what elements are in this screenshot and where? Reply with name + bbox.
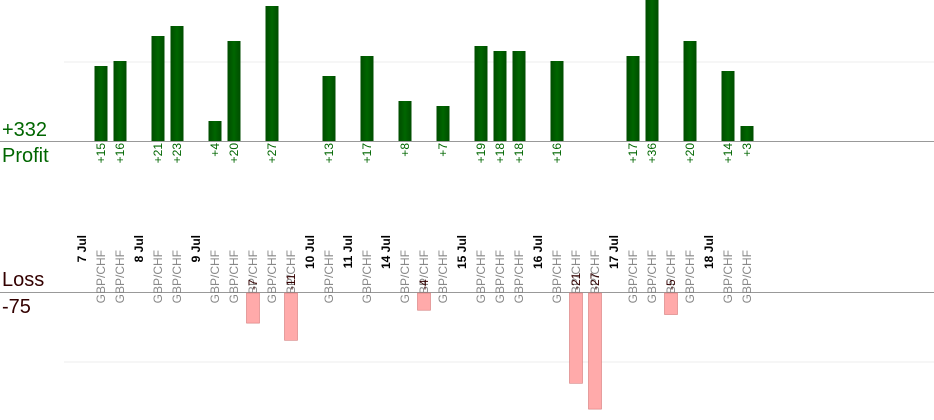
profit-bar [721,71,735,141]
pair-label: GBP/CHF [246,250,260,303]
pair-label: GBP/CHF [645,250,659,303]
profit-value-label: +15 [94,143,108,164]
profit-value-label: +3 [740,143,754,157]
profit-value-label: +16 [550,143,564,164]
pair-label: GBP/CHF [512,250,526,303]
pair-label: GBP/CHF [664,250,678,303]
profit-value-label: +20 [227,143,241,164]
pair-label: GBP/CHF [208,250,222,303]
profit-bar [512,51,526,141]
date-label: 17 Jul [607,235,621,269]
date-label: 15 Jul [455,235,469,269]
profit-bar [683,41,697,141]
profit-value-label: +16 [113,143,127,164]
loss-value-label: -21 [569,272,583,290]
loss-label: Loss [2,269,45,291]
profit-bar [398,101,412,141]
pair-label: GBP/CHF [550,250,564,303]
profit-total: +332 [2,119,48,141]
profit-bar [550,61,564,141]
pair-label: GBP/CHF [588,250,602,303]
pair-label: GBP/CHF [436,250,450,303]
profit-bar [170,26,184,141]
pair-label: GBP/CHF [170,250,184,303]
profit-bar [626,56,640,141]
profit-value-label: +7 [436,143,450,157]
profit-bar [436,106,450,141]
profit-bar [360,56,374,141]
pair-label: GBP/CHF [227,250,241,303]
profit-value-label: +13 [322,143,336,164]
date-label: 18 Jul [702,235,716,269]
pair-label: GBP/CHF [284,250,298,303]
profit-bar [265,6,279,141]
profit-label: Profit [2,145,49,167]
pair-label: GBP/CHF [417,250,431,303]
pair-label: GBP/CHF [721,250,735,303]
pair-label: GBP/CHF [151,250,165,303]
loss-bar [588,292,602,410]
date-label: 9 Jul [189,235,203,262]
profit-bar [94,66,108,141]
pair-label: GBP/CHF [474,250,488,303]
date-label: 14 Jul [379,235,393,269]
profit-bar [493,51,507,141]
profit-value-label: +14 [721,143,735,164]
pair-label: GBP/CHF [322,250,336,303]
loss-value-label: -11 [284,273,298,290]
profit-value-label: +18 [493,143,507,164]
pair-label: GBP/CHF [569,250,583,303]
date-label: 11 Jul [341,235,355,268]
loss-value-label: -4 [417,279,431,290]
profit-bar [740,126,754,141]
loss-value-label: -27 [588,272,602,290]
profit-value-label: +19 [474,143,488,164]
pair-label: GBP/CHF [360,250,374,303]
profit-value-label: +20 [683,143,697,164]
loss-bar [284,292,298,341]
pair-label: GBP/CHF [626,250,640,303]
profit-value-label: +17 [360,143,374,164]
profit-bar [322,76,336,141]
pair-label: GBP/CHF [740,250,754,303]
profit-value-label: +18 [512,143,526,164]
profit-value-label: +8 [398,143,412,157]
profit-value-label: +17 [626,143,640,164]
date-label: 16 Jul [531,235,545,269]
profit-bar [113,61,127,141]
pair-label: GBP/CHF [94,250,108,303]
loss-bar [417,292,431,311]
date-label: 8 Jul [132,235,146,262]
profit-bar [208,121,222,141]
loss-value-label: -7 [246,279,260,290]
loss-bar [569,292,583,384]
loss-bar [664,292,678,315]
loss-total: -75 [2,296,31,318]
profit-value-label: +27 [265,143,279,164]
profit-bar [151,36,165,141]
date-label: 7 Jul [75,235,89,262]
pair-label: GBP/CHF [265,250,279,303]
profit-bar [227,41,241,141]
profit-bar [645,0,659,141]
loss-value-label: -5 [664,279,678,290]
profit-bar [474,46,488,141]
pair-label: GBP/CHF [398,250,412,303]
profit-value-label: +36 [645,143,659,164]
loss-bar [246,292,260,324]
profit-value-label: +4 [208,143,222,157]
profit-value-label: +21 [151,143,165,164]
pair-label: GBP/CHF [493,250,507,303]
pair-label: GBP/CHF [113,250,127,303]
date-label: 10 Jul [303,235,317,269]
pair-label: GBP/CHF [683,250,697,303]
profit-value-label: +23 [170,143,184,164]
